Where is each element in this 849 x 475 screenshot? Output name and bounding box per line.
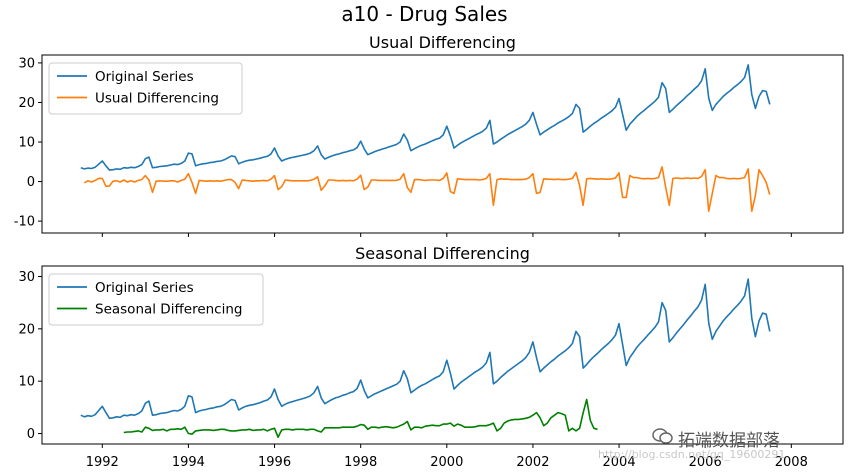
axes1-legend-label-2: Usual Differencing	[95, 91, 219, 107]
watermark-url: http://blog.csdn.net/qq_19600291	[598, 448, 786, 461]
axes2-xtick-label-1994: 1994	[172, 455, 205, 470]
axes1-ytick-label-20: 20	[18, 96, 35, 111]
axes1-ytick-label-0: 0	[27, 175, 35, 190]
axes1-ytick-label-10: 10	[18, 136, 35, 151]
axes2-series-2-line	[123, 398, 598, 439]
axes2-xtick-label-1998: 1998	[344, 455, 377, 470]
axes1-legend-label-1: Original Series	[95, 69, 194, 85]
axes2-series-1-line	[80, 278, 771, 420]
axes1-series-2-line	[83, 166, 771, 212]
axes2-title: Seasonal Differencing	[355, 244, 530, 263]
axes1-legend-box	[48, 62, 243, 115]
wechat-icon	[652, 427, 674, 445]
axes2-frame	[41, 265, 844, 445]
axes1-ytick-label-30: 30	[18, 56, 35, 71]
axes2-xtick-label-1992: 1992	[86, 455, 119, 470]
axes1-series-1-line	[80, 64, 771, 171]
axes2-ytick-label-30: 30	[18, 270, 35, 285]
watermark-logo: 拓端数据部落	[678, 431, 780, 451]
axes2-ytick-label-20: 20	[18, 322, 35, 337]
axes2-xtick-label-2006: 2006	[689, 455, 722, 470]
axes1-title: Usual Differencing	[369, 33, 516, 52]
axes2-xtick-label-2000: 2000	[430, 455, 463, 470]
axes2-legend-label-2: Seasonal Differencing	[95, 302, 242, 318]
axes2-xtick-label-1996: 1996	[258, 455, 291, 470]
axes2-xtick-label-2004: 2004	[603, 455, 636, 470]
figure-suptitle: a10 - Drug Sales	[341, 2, 508, 26]
axes2-xtick-label-2008: 2008	[775, 455, 808, 470]
axes2-ytick-label-10: 10	[18, 375, 35, 390]
axes2-xtick-label-2002: 2002	[516, 455, 549, 470]
axes2-ytick-label-0: 0	[27, 427, 35, 442]
axes1-frame	[41, 54, 844, 234]
axes1-ytick-label--10: -10	[14, 215, 35, 230]
axes2-legend-box	[48, 273, 264, 326]
axes2-legend-label-1: Original Series	[95, 280, 194, 296]
